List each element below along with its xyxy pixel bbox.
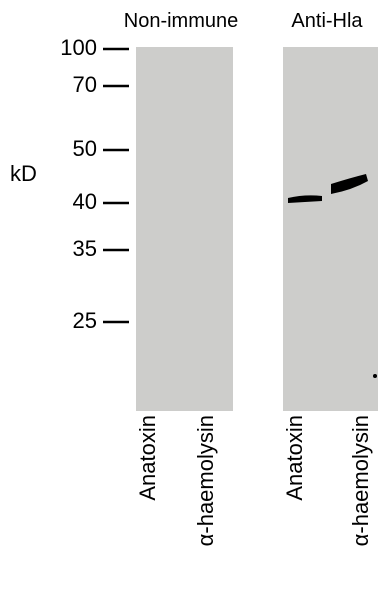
marker-label: 100 — [60, 35, 97, 60]
marker-label: 25 — [73, 308, 97, 333]
panel-title: Anti-Hla — [291, 10, 363, 32]
marker-label: 40 — [73, 189, 97, 214]
lane-label: Anatoxin — [282, 415, 307, 501]
membrane — [283, 47, 378, 411]
membrane — [136, 47, 233, 411]
blot-figure: Non-immune Anti-Hla kD 100 70 50 40 35 25 Ana… — [0, 0, 379, 593]
marker-label: 50 — [73, 136, 97, 161]
marker-label: 70 — [73, 72, 97, 97]
speck — [373, 374, 377, 378]
unit-label: kD — [10, 161, 37, 186]
marker-ladder: 100 70 50 40 35 25 — [60, 35, 129, 333]
lane-label: α-haemolysin — [348, 415, 373, 546]
marker-label: 35 — [73, 236, 97, 261]
panel-title: Non-immune — [124, 10, 238, 32]
lane-label: Anatoxin — [135, 415, 160, 501]
lane-label: α-haemolysin — [193, 415, 218, 546]
